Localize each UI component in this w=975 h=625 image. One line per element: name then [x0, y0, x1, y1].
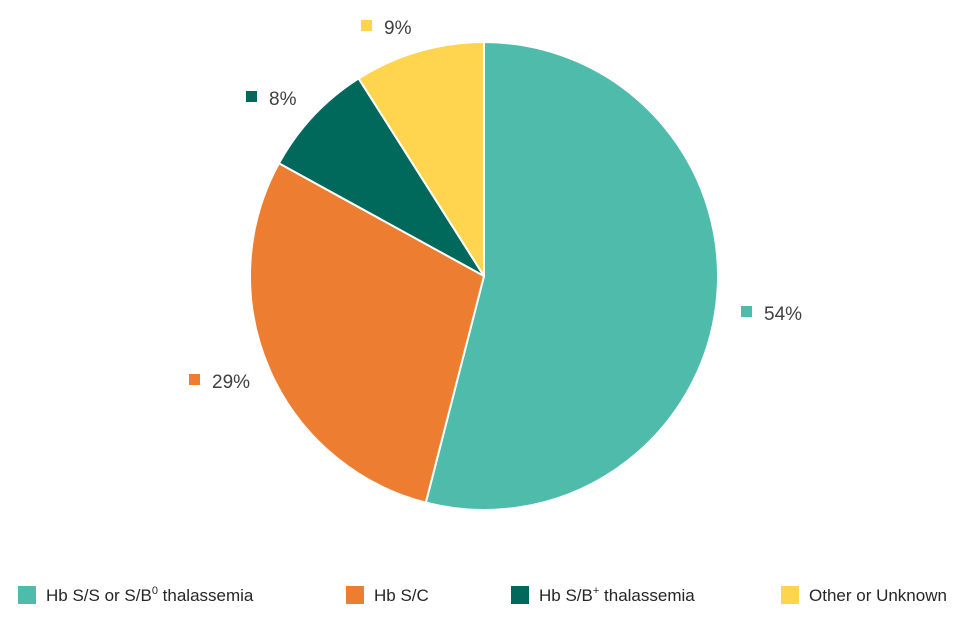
pie-slice-hb-s-s-or-s-b-thalassemia [424, 41, 719, 511]
legend-swatch [18, 586, 36, 604]
data-label: 29% [212, 372, 250, 393]
legend-swatch [346, 586, 364, 604]
legend-swatch [781, 586, 799, 604]
data-label: 54% [764, 304, 802, 325]
pie-slice-hb-s-b-thalassemia [277, 77, 485, 277]
pie-slice-other-or-unknown [357, 41, 485, 277]
data-labels: 54% 29% 8% 9% [189, 18, 802, 393]
legend-entry-label: Hb S/S or S/B0 thalassemia [46, 585, 254, 605]
data-label-marker [189, 374, 200, 385]
pie-slice-hb-s-c [249, 162, 485, 504]
legend-entry-label: Hb S/B+ thalassemia [539, 585, 695, 605]
data-label-marker [741, 306, 752, 317]
data-label-marker [246, 91, 257, 102]
data-label-marker [361, 20, 372, 31]
data-label: 8% [269, 89, 297, 110]
legend: Hb S/S or S/B0 thalassemia Hb S/C Hb S/B+ … [18, 585, 947, 605]
pie-slices [249, 41, 719, 511]
legend-swatch [511, 586, 529, 604]
legend-entry-label: Hb S/C [374, 586, 429, 605]
legend-entry-label: Other or Unknown [809, 586, 947, 605]
data-label: 9% [384, 18, 412, 39]
